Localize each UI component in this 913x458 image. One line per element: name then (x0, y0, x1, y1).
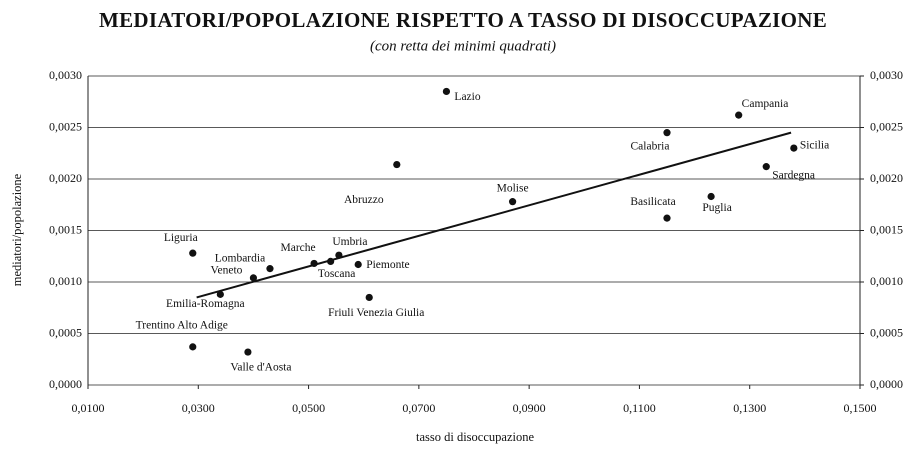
x-tick-label: 0,0500 (292, 401, 325, 415)
x-axis-label: tasso di disoccupazione (416, 430, 534, 444)
point-label: Valle d'Aosta (230, 362, 291, 374)
y2-tick-label: 0,0015 (870, 222, 903, 236)
point (393, 160, 401, 169)
x-tick-label: 0,0900 (513, 401, 546, 415)
point-label: Campania (742, 98, 789, 110)
point-label: Calabria (631, 140, 670, 152)
y-tick-label: 0,0005 (49, 325, 82, 339)
point (189, 343, 197, 351)
point-label: Sicilia (800, 140, 829, 152)
point (762, 163, 770, 171)
point (216, 290, 224, 298)
y-tick-label: 0,0000 (49, 377, 82, 391)
point (335, 251, 343, 259)
y-tick-label: 0,0015 (49, 222, 82, 236)
chart-subtitle: (con retta dei minimi quadrati) (370, 38, 556, 54)
point (354, 260, 362, 269)
x-tick-label: 0,0100 (72, 401, 105, 415)
point (310, 259, 318, 268)
trend-line (196, 131, 792, 299)
point-label: Abruzzo (344, 194, 384, 206)
point-label: Sardegna (772, 169, 815, 181)
point (249, 274, 258, 282)
point-label: Piemonte (366, 259, 409, 271)
chart-title: MEDIATORI/POPOLAZIONE RISPETTO A TASSO D… (99, 8, 827, 32)
point (442, 87, 451, 96)
point (365, 293, 373, 302)
x-tick-label: 0,0300 (182, 401, 215, 415)
x-tick-label: 0,1100 (623, 401, 656, 415)
point-label: Puglia (702, 202, 731, 214)
point-label: Molise (497, 182, 529, 194)
y2-tick-label: 0,0030 (870, 68, 903, 82)
y-tick-label: 0,0025 (49, 119, 82, 133)
point-label: Emilia-Romagna (166, 298, 245, 310)
point-label: Veneto (210, 265, 242, 277)
point (707, 192, 715, 201)
point-label: Umbria (332, 236, 367, 248)
point (790, 144, 798, 152)
point (663, 214, 671, 222)
y2-tick-label: 0,0010 (870, 274, 903, 288)
x-tick-label: 0,0700 (402, 401, 435, 415)
point (508, 198, 517, 206)
x-tick-label: 0,1300 (733, 401, 766, 415)
point (189, 249, 197, 257)
point (327, 257, 335, 265)
point (735, 111, 743, 119)
point (266, 265, 274, 273)
y-axis-label: mediatori/popolazione (10, 173, 24, 286)
y2-tick-label: 0,0025 (870, 119, 903, 133)
point-label: Lombardia (215, 252, 265, 264)
y-tick-label: 0,0020 (49, 171, 82, 185)
point-label: Liguria (164, 232, 198, 244)
point-label: Basilicata (630, 196, 675, 208)
point-label: Friuli Venezia Giulia (328, 307, 424, 319)
point-label: Lazio (454, 91, 480, 103)
y2-tick-label: 0,0005 (870, 325, 903, 339)
point-label: Trentino Alto Adige (136, 320, 228, 332)
y2-tick-label: 0,0020 (870, 171, 903, 185)
y-tick-label: 0,0010 (49, 274, 82, 288)
y2-tick-label: 0,0000 (870, 377, 903, 391)
x-tick-label: 0,1500 (844, 401, 877, 415)
point (663, 129, 671, 137)
point-label: Toscana (318, 268, 356, 280)
point (244, 348, 252, 356)
point-label: Marche (281, 242, 316, 254)
y-tick-label: 0,0030 (49, 68, 82, 82)
